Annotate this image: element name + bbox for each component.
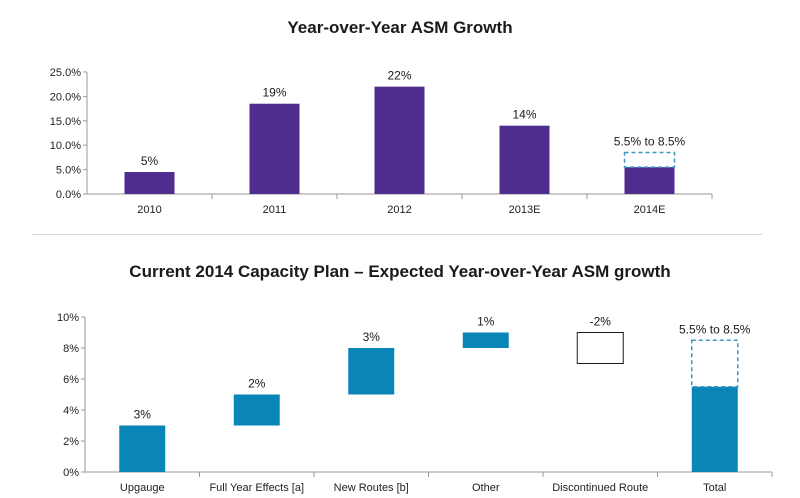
c2-bar-5 [691,386,738,472]
c2-data-label-3: 1% [477,315,495,329]
c2-data-label-2: 3% [363,330,381,344]
c2-y-tick-label: 10% [57,312,79,324]
c2-x-tick-label-3: Other [472,482,500,494]
c1-x-tick-label-1: 2011 [263,204,287,216]
c2-data-label-1: 2% [248,377,266,391]
c2-data-label-5: 5.5% to 8.5% [679,322,751,336]
c2-bar-3 [462,332,509,348]
c2-data-label-0: 3% [134,408,152,422]
c1-data-label-3: 14% [512,108,536,122]
c2-bar-0 [119,425,166,472]
c1-x-tick-label-4: 2014E [634,204,666,216]
c2-bar-2 [348,348,395,395]
c1-x-tick-label-2: 2012 [387,204,411,216]
c1-y-tick-label: 10.0% [50,140,81,152]
c1-bar-3 [499,125,550,194]
c1-y-tick-label: 5.0% [56,165,81,177]
c2-y-tick-label: 0% [63,467,79,479]
c2-data-label-4: -2% [590,315,612,329]
c2-y-tick-label: 6% [63,374,79,386]
c2-range-box [691,339,739,388]
c1-y-tick-label: 20.0% [50,91,81,103]
c1-y-tick-label: 15.0% [50,116,81,128]
c2-bar-1 [233,394,280,426]
chart-1-title: Year-over-Year ASM Growth [287,18,513,37]
chart-2-title: Current 2014 Capacity Plan – Expected Ye… [129,262,671,281]
c1-y-tick-label: 0.0% [56,189,81,201]
c1-range-box [623,151,676,168]
c2-y-tick-label: 4% [63,405,79,417]
c2-x-tick-label-1: Full Year Effects [a] [209,482,304,494]
section-divider [32,234,762,235]
c2-y-tick-label: 8% [63,343,79,355]
c2-x-tick-label-2: New Routes [b] [334,482,409,494]
c2-x-tick-label-0: Upgauge [120,482,165,494]
c1-bar-4 [624,167,675,194]
c1-x-tick-label-3: 2013E [509,204,541,216]
c2-x-tick-label-5: Total [703,482,726,494]
c1-data-label-2: 22% [387,69,411,83]
c1-x-tick-label-0: 2010 [137,204,161,216]
c1-data-label-0: 5% [141,154,159,168]
c1-bar-1 [249,103,300,194]
c2-bar-4 [576,332,624,364]
c1-data-label-4: 5.5% to 8.5% [614,135,686,149]
asm-growth-chart: 0.0% 5.0% 10.0% 15.0% 20.0% 25.0% 5% 2010 19% 201… [50,67,713,216]
c1-bar-0 [124,172,175,194]
c1-bar-2 [374,86,425,194]
c2-y-tick-label: 2% [63,436,79,448]
c1-y-tick-label: 25.0% [50,67,81,79]
c2-x-tick-label-4: Discontinued Route [552,482,648,494]
c1-data-label-1: 19% [262,86,286,100]
